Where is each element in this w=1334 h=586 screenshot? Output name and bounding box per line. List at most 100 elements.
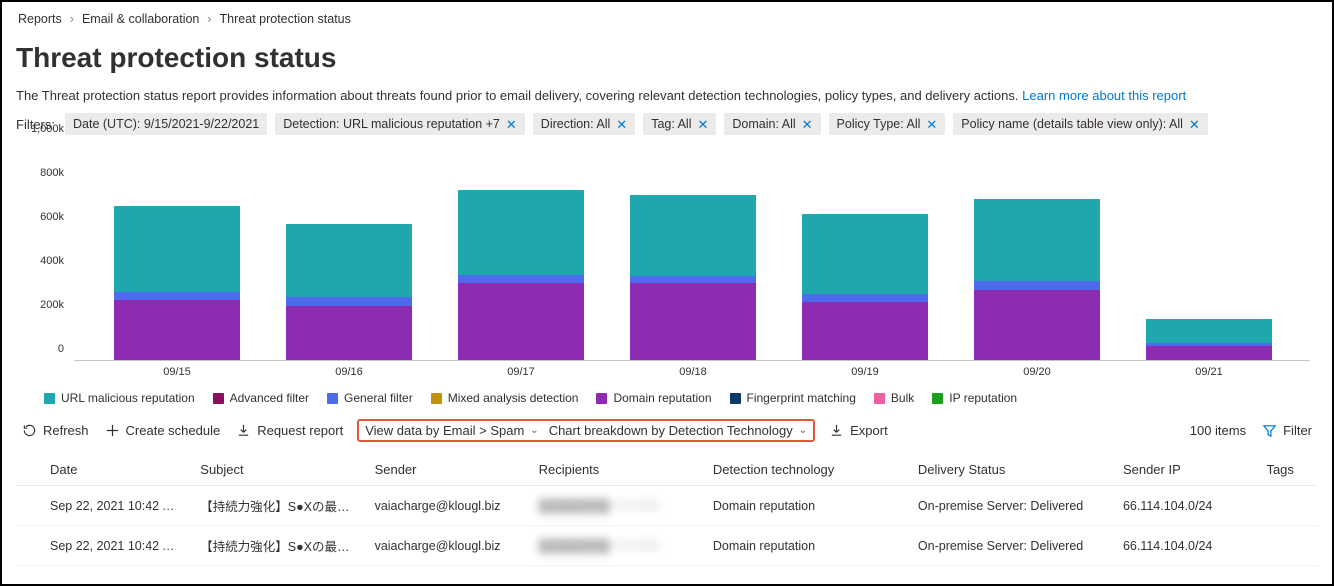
table-cell: On-premise Server: Delivered — [908, 526, 1113, 566]
legend-swatch — [874, 393, 885, 404]
legend-swatch — [44, 393, 55, 404]
filter-chip[interactable]: Detection: URL malicious reputation +7✕ — [275, 113, 525, 135]
page-title: Threat protection status — [16, 42, 1318, 74]
close-icon[interactable]: ✕ — [616, 118, 627, 131]
table-row[interactable]: Sep 22, 2021 10:42 AM【持続力強化】S●Xの最中に中折れし…… — [16, 526, 1318, 566]
legend-item[interactable]: URL malicious reputation — [44, 391, 195, 405]
chart-bar-segment — [630, 195, 756, 276]
table-cell — [1256, 526, 1318, 566]
legend-item[interactable]: Fingerprint matching — [730, 391, 856, 405]
chart-y-axis: 0200k400k600k800k1,000k — [22, 141, 70, 361]
legend-item[interactable]: Bulk — [874, 391, 914, 405]
legend-item[interactable]: Mixed analysis detection — [431, 391, 579, 405]
action-toolbar: Refresh Create schedule Request report V… — [16, 413, 1318, 452]
y-tick-label: 200k — [40, 299, 64, 311]
table-cell: Domain reputation — [703, 526, 908, 566]
filter-button[interactable]: Filter — [1260, 419, 1314, 442]
chart-bar-segment — [114, 206, 240, 292]
plus-icon — [105, 423, 120, 438]
chart-bar-segment — [630, 276, 756, 283]
legend-swatch — [213, 393, 224, 404]
close-icon[interactable]: ✕ — [802, 118, 813, 131]
table-column-header[interactable]: Delivery Status — [908, 454, 1113, 486]
chevron-down-icon: ⌄ — [530, 425, 538, 436]
table-column-header[interactable]: Sender IP — [1113, 454, 1257, 486]
chart-bar-segment — [286, 297, 412, 306]
filter-chip[interactable]: Direction: All✕ — [533, 113, 635, 135]
filter-chip[interactable]: Policy Type: All✕ — [829, 113, 946, 135]
table-cell: On-premise Server: Delivered — [908, 486, 1113, 526]
download-icon — [236, 423, 251, 438]
legend-swatch — [730, 393, 741, 404]
table-column-header[interactable]: Detection technology — [703, 454, 908, 486]
breadcrumb-email-collab[interactable]: Email & collaboration — [82, 12, 199, 26]
filter-chip[interactable]: Domain: All✕ — [724, 113, 820, 135]
table-cell: Domain reputation — [703, 486, 908, 526]
chart-bar-segment — [974, 281, 1100, 290]
table-cell: Sep 22, 2021 10:42 AM — [16, 526, 190, 566]
table-column-header[interactable]: Recipients — [529, 454, 703, 486]
table-cell: 【持続力強化】S●Xの最中に中折れし… — [190, 486, 364, 526]
close-icon[interactable]: ✕ — [698, 118, 709, 131]
redacted-value: ████████ — [539, 499, 659, 511]
table-cell — [1256, 486, 1318, 526]
x-tick-label: 09/19 — [851, 366, 879, 378]
filter-icon — [1262, 423, 1277, 438]
table-cell: 66.114.104.0/24 — [1113, 486, 1257, 526]
table-row[interactable]: Sep 22, 2021 10:42 AM【持続力強化】S●Xの最中に中折れし…… — [16, 486, 1318, 526]
filter-chip[interactable]: Policy name (details table view only): A… — [953, 113, 1208, 135]
item-count: 100 items — [1190, 423, 1246, 438]
y-tick-label: 400k — [40, 255, 64, 267]
table-column-header[interactable]: Tags — [1256, 454, 1318, 486]
table-cell: 【持続力強化】S●Xの最中に中折れし… — [190, 526, 364, 566]
legend-item[interactable]: Domain reputation — [596, 391, 711, 405]
table-column-header[interactable]: Subject — [190, 454, 364, 486]
filter-chip[interactable]: Date (UTC): 9/15/2021-9/22/2021 — [65, 113, 267, 135]
chart-bar-segment — [802, 302, 928, 360]
chart-legend: URL malicious reputation Advanced filter G… — [16, 379, 1318, 413]
chart-bar-segment — [974, 199, 1100, 280]
y-tick-label: 1,000k — [31, 123, 64, 135]
legend-item[interactable]: General filter — [327, 391, 413, 405]
chart-bar-segment — [458, 283, 584, 360]
breadcrumb: Reports › Email & collaboration › Threat… — [16, 10, 1318, 36]
view-data-dropdown[interactable]: View data by Email > Spam ⌄ — [365, 423, 538, 438]
y-tick-label: 600k — [40, 211, 64, 223]
request-report-button[interactable]: Request report — [234, 419, 345, 442]
chart-bar-segment — [286, 306, 412, 360]
chevron-right-icon: › — [70, 12, 74, 26]
table-column-header[interactable]: Sender — [365, 454, 529, 486]
x-tick-label: 09/18 — [679, 366, 707, 378]
chart-bar-segment — [114, 292, 240, 300]
close-icon[interactable]: ✕ — [506, 118, 517, 131]
chart-breakdown-dropdown[interactable]: Chart breakdown by Detection Technology … — [549, 423, 807, 438]
legend-item[interactable]: IP reputation — [932, 391, 1017, 405]
x-tick-label: 09/15 — [163, 366, 191, 378]
legend-swatch — [932, 393, 943, 404]
chart-bar-segment — [1146, 319, 1272, 343]
chart-bar-segment — [974, 290, 1100, 360]
x-tick-label: 09/20 — [1023, 366, 1051, 378]
description-text: The Threat protection status report prov… — [16, 88, 1019, 103]
refresh-button[interactable]: Refresh — [20, 419, 91, 442]
legend-swatch — [431, 393, 442, 404]
close-icon[interactable]: ✕ — [1189, 118, 1200, 131]
y-tick-label: 0 — [58, 343, 64, 355]
table-cell: 66.114.104.0/24 — [1113, 526, 1257, 566]
export-button[interactable]: Export — [827, 419, 890, 442]
table-column-header[interactable]: Date — [16, 454, 190, 486]
learn-more-link[interactable]: Learn more about this report — [1022, 88, 1186, 103]
create-schedule-button[interactable]: Create schedule — [103, 419, 223, 442]
table-cell: Sep 22, 2021 10:42 AM — [16, 486, 190, 526]
chart-bar-segment — [1146, 346, 1272, 360]
breadcrumb-reports[interactable]: Reports — [18, 12, 62, 26]
chart-bar-segment — [802, 294, 928, 302]
legend-swatch — [327, 393, 338, 404]
close-icon[interactable]: ✕ — [926, 118, 937, 131]
chart-plot-area: 09/1509/1609/1709/1809/1909/2009/21 — [74, 141, 1310, 361]
download-icon — [829, 423, 844, 438]
legend-item[interactable]: Advanced filter — [213, 391, 309, 405]
redacted-value: ████████ — [539, 539, 659, 551]
page-description: The Threat protection status report prov… — [16, 88, 1318, 103]
filter-chip[interactable]: Tag: All✕ — [643, 113, 716, 135]
